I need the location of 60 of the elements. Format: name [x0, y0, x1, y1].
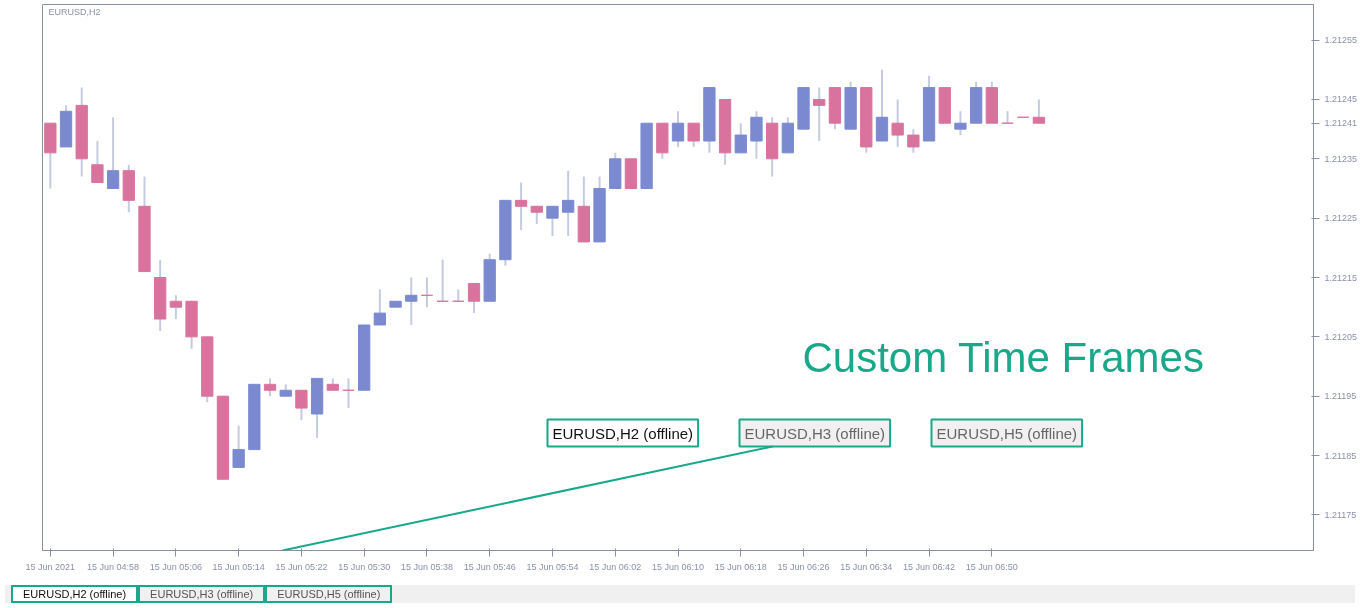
x-tick-label: 15 Jun 06:34 — [840, 561, 893, 572]
annotation: Custom Time Frames — [802, 333, 1204, 381]
candlestick — [295, 389, 308, 421]
candlestick — [750, 110, 763, 160]
x-tick-label: 15 Jun 06:18 — [714, 561, 767, 572]
x-tick-label: 15 Jun 06:42 — [903, 561, 956, 572]
candlestick — [1032, 98, 1046, 125]
candlestick — [875, 68, 889, 142]
x-tick-label: 15 Jun 2021 — [25, 561, 76, 572]
y-tick-label: 1.21225 — [1324, 213, 1358, 224]
candlestick — [452, 288, 465, 303]
candlestick — [734, 122, 747, 154]
x-tick-label: 15 Jun 04:58 — [87, 561, 140, 572]
candlestick — [342, 377, 355, 410]
x-tick-label: 15 Jun 06:10 — [651, 561, 705, 572]
y-tick-label: 1.21235 — [1324, 153, 1358, 164]
candlestick — [514, 181, 528, 232]
candlestick — [562, 169, 575, 237]
text: EURUSD,H5 (offline) — [265, 585, 393, 603]
y-tick-label: 1.21241 — [1324, 118, 1358, 129]
x-tick-label: 15 Jun 05:46 — [463, 561, 516, 572]
annotation: EURUSD,H2 (offline) — [552, 424, 694, 442]
candlestick — [546, 205, 559, 237]
y-tick-label: 1.21205 — [1324, 331, 1358, 342]
candlestick — [813, 86, 826, 142]
y-tick-label: 1.21215 — [1324, 272, 1358, 283]
candlestick — [405, 276, 418, 326]
text: EURUSD,H3 (offline) — [138, 585, 266, 603]
x-tick-label: 15 Jun 05:14 — [212, 561, 265, 572]
x-tick-label: 15 Jun 06:50 — [965, 561, 1018, 572]
x-tick-label: 15 Jun 05:06 — [149, 561, 202, 572]
candlestick — [106, 116, 120, 190]
candlestick — [436, 258, 449, 303]
annotation: EURUSD,H5 (offline) — [936, 424, 1078, 442]
y-tick-label: 1.21185 — [1324, 450, 1357, 461]
candlestick — [891, 98, 904, 148]
candlestick — [687, 122, 700, 148]
x-tick-label: 15 Jun 06:02 — [589, 561, 642, 572]
chart-title: EURUSD,H2 — [48, 6, 101, 17]
y-tick-label: 1.21195 — [1324, 391, 1357, 402]
candlestick — [373, 288, 387, 326]
annotation: EURUSD,H3 (offline) — [744, 424, 886, 442]
candlestick — [420, 276, 434, 309]
x-tick-label: 15 Jun 05:38 — [400, 561, 453, 572]
x-tick-label: 15 Jun 05:30 — [338, 561, 391, 572]
candlestick — [907, 128, 920, 154]
candlestick — [169, 294, 183, 321]
x-tick-label: 15 Jun 05:22 — [275, 561, 328, 572]
y-tick-label: 1.21255 — [1324, 35, 1358, 46]
y-tick-label: 1.21245 — [1324, 94, 1358, 105]
candlestick — [954, 110, 967, 137]
y-tick-label: 1.21175 — [1324, 509, 1357, 520]
candlestick — [1001, 110, 1014, 125]
candlestick — [91, 140, 104, 184]
candlestick — [467, 282, 481, 315]
x-tick-label: 15 Jun 05:54 — [526, 561, 579, 572]
candlestick — [671, 110, 685, 148]
candlestick — [232, 424, 245, 469]
text: EURUSD,H2 (offline) — [11, 585, 139, 603]
x-tick-label: 15 Jun 06:26 — [777, 561, 830, 572]
